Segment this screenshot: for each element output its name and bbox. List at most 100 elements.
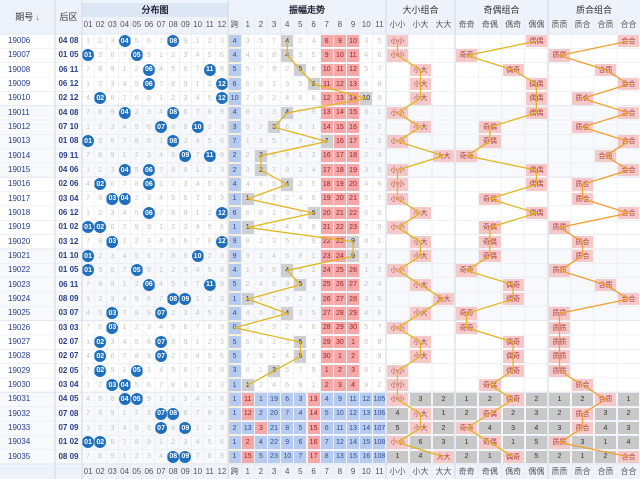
miss-count: 1 <box>195 209 200 217</box>
span-value: 6 <box>228 77 241 91</box>
miss-count: 8 <box>364 238 369 246</box>
miss-count: 3 <box>364 37 369 45</box>
miss-count: 1 <box>159 223 164 231</box>
miss-count: 3 <box>110 209 115 217</box>
miss-count: 7 <box>159 252 164 260</box>
miss-count: 3 <box>146 410 151 418</box>
amplitude-value: 9 <box>333 393 346 406</box>
header-big-small-label: 小小 <box>389 20 406 29</box>
amplitude-value: 21 <box>333 206 346 220</box>
miss-count: 3 <box>183 266 188 274</box>
span-value: 1 <box>228 393 241 406</box>
zone-ball: 09 <box>179 450 192 463</box>
miss-count: 9 <box>183 338 188 346</box>
header-big-small-label: 大大 <box>435 20 452 29</box>
miss-count: 6 <box>377 180 382 188</box>
amplitude-value: 15 <box>347 450 360 463</box>
header-zone-number: 04 <box>120 20 130 29</box>
sort-down-icon[interactable]: ↓ <box>35 11 40 22</box>
span-value: 2 <box>228 149 241 162</box>
miss-count: 1 <box>245 137 250 145</box>
miss-count: 5 <box>134 381 139 389</box>
issue-number: 19006 <box>8 36 31 46</box>
miss-count: 9 <box>110 109 115 117</box>
miss-count: 1 <box>159 137 164 145</box>
miss-count: 2 <box>285 66 290 74</box>
miss-count: 9 <box>364 252 369 260</box>
footer-zone-number: 06 <box>144 467 154 476</box>
miss-count: 5 <box>98 51 103 59</box>
odd-even-hit: 奇偶 <box>479 436 501 449</box>
miss-count: 8 <box>258 209 263 217</box>
miss-count: 7 <box>272 166 277 174</box>
miss-count: 1 <box>159 180 164 188</box>
span-value: 1 <box>228 292 241 306</box>
miss-count: 6 <box>110 51 115 59</box>
amplitude-value: 27 <box>320 307 333 320</box>
zone-ball: 01 <box>82 264 95 277</box>
miss-count: 9 <box>110 66 115 74</box>
miss-count: 7 <box>272 37 277 45</box>
zone-ball: 05 <box>130 364 143 377</box>
back-zone-numbers: 08 09 <box>58 451 79 461</box>
miss-count: 9 <box>298 266 303 274</box>
header-zone-number: 05 <box>132 20 142 29</box>
prime-composite-hit: 合质 <box>595 149 616 162</box>
back-zone-numbers: 04 08 <box>58 36 79 46</box>
miss-count: 4 <box>285 94 290 102</box>
miss-count: 5 <box>272 137 277 145</box>
miss-count: 6 <box>110 266 115 274</box>
miss-count: 4 <box>377 152 382 160</box>
big-small-hit: 小小 <box>387 378 408 392</box>
miss-count: 7 <box>159 37 164 45</box>
odd-even-hit: 奇偶 <box>479 249 501 263</box>
miss-count: 5 <box>171 324 176 332</box>
miss-count: 1 <box>311 381 316 389</box>
miss-count: 4 <box>364 51 369 59</box>
miss-count: 5 <box>134 338 139 346</box>
zone-ball: 12 <box>215 207 228 220</box>
prime-composite-count: 2 <box>595 450 616 463</box>
zone-ball: 02 <box>94 364 107 377</box>
miss-count: 2 <box>298 37 303 45</box>
issue-number: 19010 <box>8 93 31 103</box>
miss-count: 8 <box>298 123 303 131</box>
span-marker: 9 <box>347 235 360 248</box>
miss-count: 5 <box>134 424 139 432</box>
miss-count: 4 <box>195 137 200 145</box>
amplitude-value: 21 <box>320 221 333 234</box>
zone-ball: 07 <box>155 350 168 363</box>
span-marker: 5 <box>294 335 307 349</box>
odd-even-count: 3 <box>502 421 524 435</box>
big-small-hit: 小大 <box>410 206 431 220</box>
zone-ball: 10 <box>191 250 204 263</box>
amplitude-value: 4 <box>320 393 333 406</box>
back-zone-numbers: 04 05 <box>58 394 79 404</box>
miss-count: 2 <box>272 223 277 231</box>
footer-big-small-label: 大大 <box>435 467 452 476</box>
miss-count: 9 <box>285 166 290 174</box>
miss-count: 2 <box>134 195 139 203</box>
zone-ball: 06 <box>142 164 155 177</box>
amplitude-value: 5 <box>254 450 267 463</box>
zone-ball: 07 <box>155 336 168 349</box>
miss-count: 5 <box>245 66 250 74</box>
miss-count: 7 <box>159 209 164 217</box>
issue-number: 19031 <box>8 394 31 404</box>
miss-count: 3 <box>364 295 369 303</box>
prime-composite-hit: 合合 <box>618 106 639 119</box>
miss-count: 2 <box>285 324 290 332</box>
miss-count: 9 <box>219 453 224 461</box>
header-amplitude-number: 2 <box>258 20 264 29</box>
miss-count: 4 <box>159 281 164 289</box>
span-marker: 7 <box>320 135 333 148</box>
miss-count: 3 <box>219 381 224 389</box>
zone-ball: 07 <box>155 121 168 134</box>
amplitude-value: 22 <box>347 206 360 220</box>
span-marker: 3 <box>268 364 281 377</box>
miss-count: 5 <box>258 295 263 303</box>
big-small-count: 3 <box>433 436 454 449</box>
miss-count: 5 <box>364 66 369 74</box>
miss-count: 3 <box>245 37 250 45</box>
prime-composite-hit: 合合 <box>618 77 639 91</box>
